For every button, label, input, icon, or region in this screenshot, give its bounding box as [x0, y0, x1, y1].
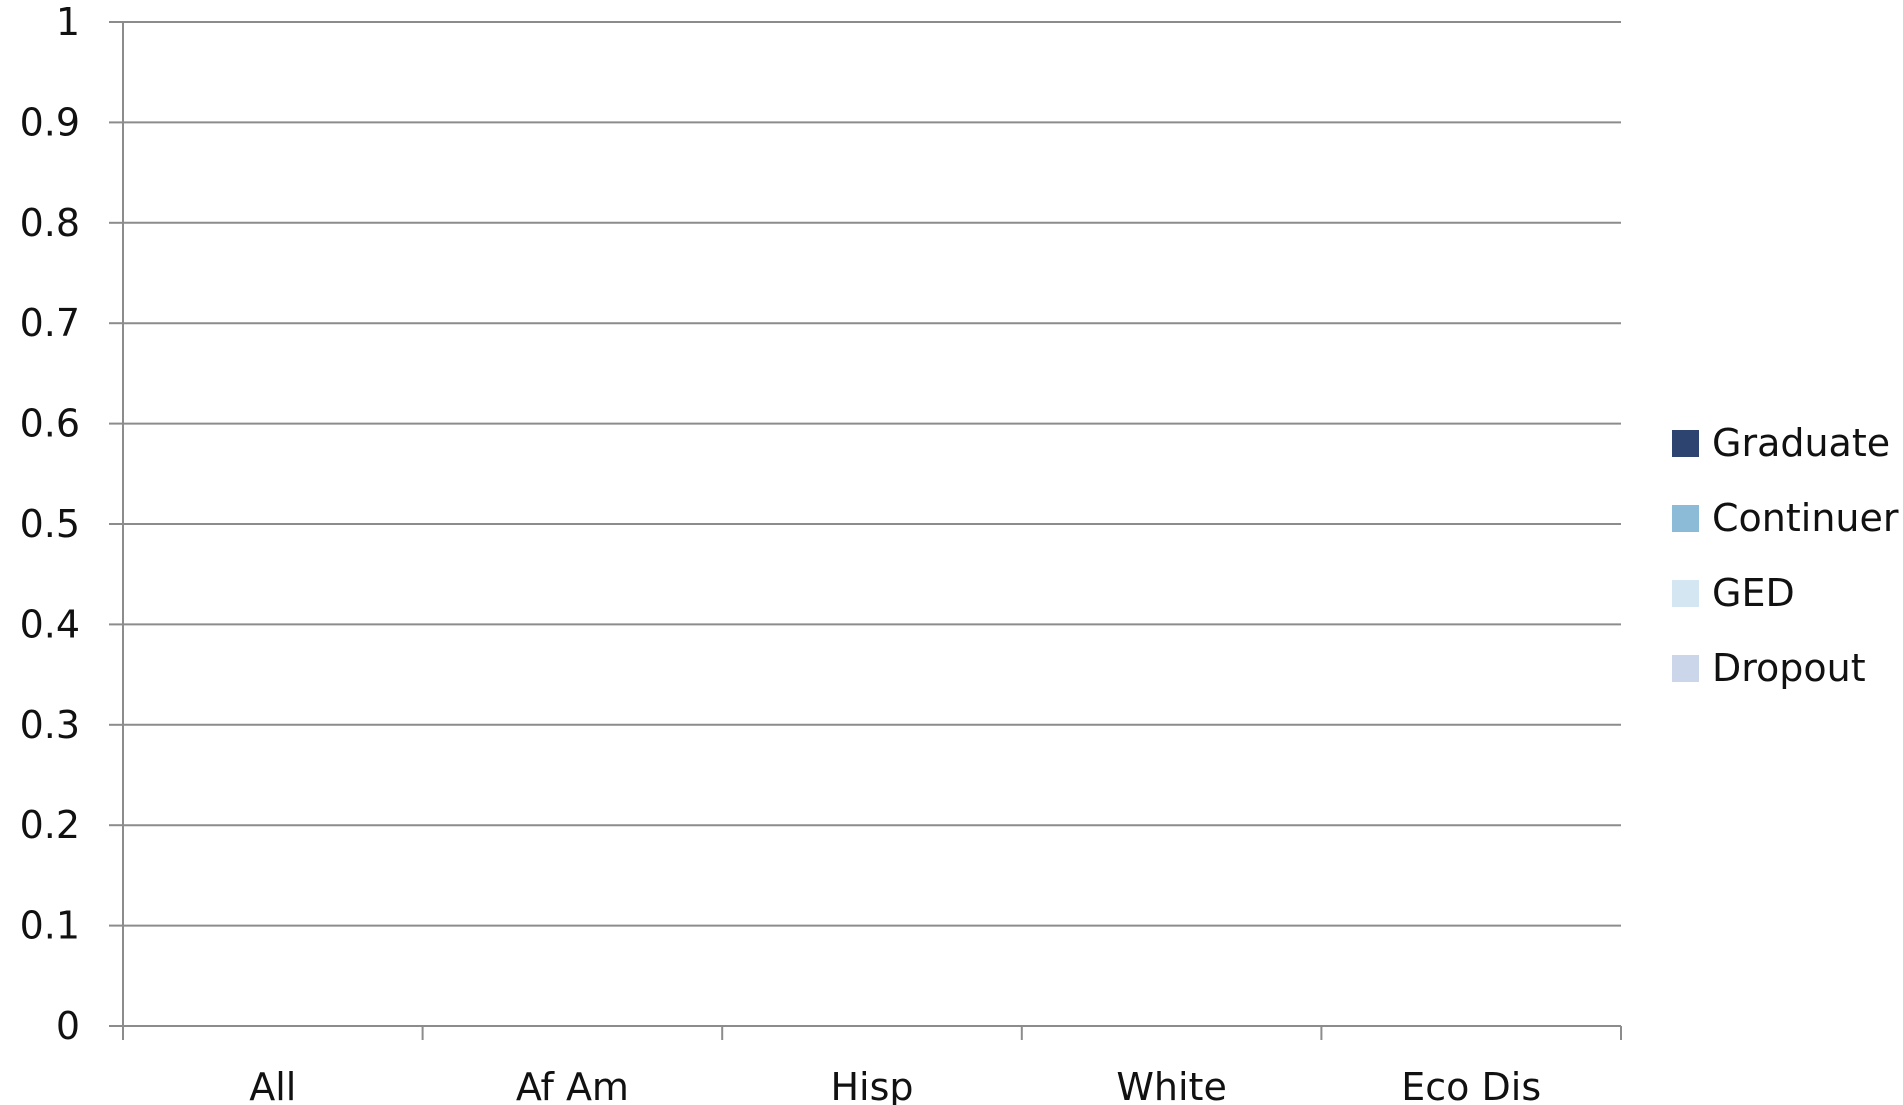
y-axis-tick-labels: 0 0.1 0.2 0.3 0.4 0.5 0.6 0.7 0.8 0.9 1	[20, 0, 80, 1048]
legend-item: Graduate	[1672, 421, 1890, 465]
gridlines	[123, 21, 1621, 927]
y-tick-label: 0.2	[20, 803, 80, 847]
x-tick-label: All	[249, 1065, 296, 1105]
y-tick-label: 0.4	[20, 602, 80, 646]
y-tick-label: 0.8	[20, 201, 80, 245]
x-axis-tick-labels: All Af Am Hisp White Eco Dis	[249, 1065, 1541, 1105]
legend-item: Dropout	[1672, 646, 1866, 690]
y-tick-label: 0.3	[20, 703, 80, 747]
x-tick-label: Hisp	[830, 1065, 913, 1105]
y-tick-label: 0.1	[20, 904, 80, 948]
x-tick-label: Eco Dis	[1401, 1065, 1541, 1105]
y-tick-label: 0.7	[20, 301, 80, 345]
y-tick-label: 1	[56, 0, 80, 44]
legend-swatch	[1672, 655, 1699, 682]
y-tick-label: 0.9	[20, 100, 80, 144]
y-tick-label: 0.6	[20, 402, 80, 446]
x-tick-label: Af Am	[516, 1065, 629, 1105]
axes	[109, 21, 1622, 1040]
legend-item: Continuer	[1672, 496, 1899, 540]
legend-item: GED	[1672, 571, 1795, 615]
y-tick-label: 0	[56, 1004, 80, 1048]
x-tick-label: White	[1116, 1065, 1227, 1105]
legend-swatch	[1672, 430, 1699, 457]
legend-label: GED	[1712, 571, 1795, 615]
legend-label: Dropout	[1712, 646, 1866, 690]
legend-label: Graduate	[1712, 421, 1890, 465]
legend-label: Continuer	[1712, 496, 1899, 540]
legend-swatch	[1672, 505, 1699, 532]
legend: Graduate Continuer GED Dropout	[1672, 421, 1899, 690]
y-tick-label: 0.5	[20, 502, 80, 546]
legend-swatch	[1672, 580, 1699, 607]
